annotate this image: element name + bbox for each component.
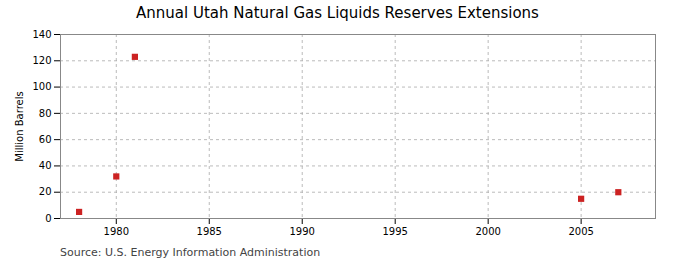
svg-text:40: 40 xyxy=(39,160,52,171)
svg-text:120: 120 xyxy=(32,55,51,66)
svg-text:2005: 2005 xyxy=(568,226,593,237)
svg-text:100: 100 xyxy=(32,81,51,92)
svg-text:2000: 2000 xyxy=(475,226,500,237)
svg-text:80: 80 xyxy=(39,108,52,119)
html-text:Source: U.S. Energy Informatio: Source: U.S. Energy Information Administ… xyxy=(60,246,321,259)
svg-text:1990: 1990 xyxy=(289,226,314,237)
svg-text:1995: 1995 xyxy=(382,226,407,237)
svg-text:140: 140 xyxy=(32,29,51,40)
svg-text:60: 60 xyxy=(39,134,52,145)
svg-text:Million Barrels: Million Barrels xyxy=(14,91,25,161)
svg-text:1985: 1985 xyxy=(197,226,222,237)
svg-text:20: 20 xyxy=(39,186,52,197)
html-text:Annual Utah Natural Gas Liquid: Annual Utah Natural Gas Liquids Reserves… xyxy=(136,4,539,22)
svg-text:1980: 1980 xyxy=(104,226,129,237)
svg-text:0: 0 xyxy=(45,213,51,224)
